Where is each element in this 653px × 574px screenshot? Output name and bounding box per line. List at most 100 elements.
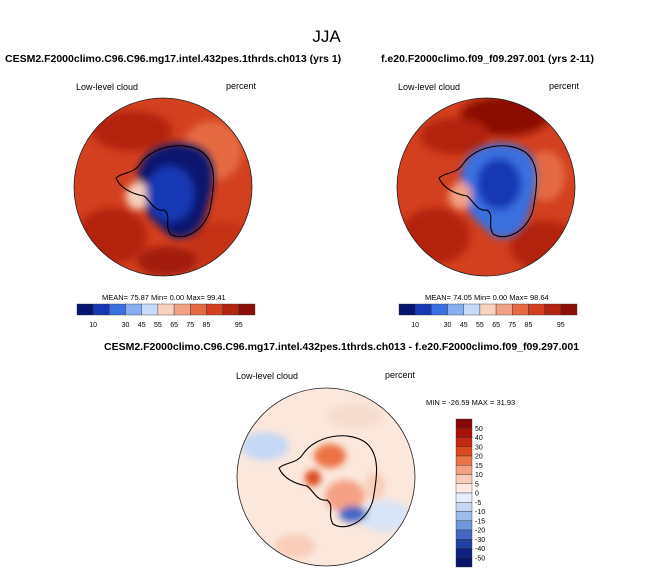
right-max-value: 98.64 [529, 293, 549, 302]
diff-variable-label: Low-level cloud [236, 371, 299, 381]
left-max-label: Max= [186, 293, 205, 302]
left-mean-label: MEAN= [102, 293, 129, 302]
diff-colorbar-box [455, 502, 473, 512]
right-colorbar-tick-label: 30 [444, 322, 452, 329]
diff-colorbar-box [455, 465, 473, 475]
left-colorbar-tick-label: 65 [170, 322, 178, 329]
right-colorbar-box [528, 303, 545, 316]
diff-colorbar-tick-label: -40 [475, 546, 485, 553]
right-colorbar-tick-label: 75 [508, 322, 516, 329]
right-variable-label: Low-level cloud [398, 82, 461, 92]
left-colorbar-tick-label: 45 [138, 322, 146, 329]
left-colorbar-tick-label: 75 [186, 322, 194, 329]
right-colorbar-box [414, 303, 432, 316]
right-colorbar-box [544, 303, 562, 316]
diff-colorbar-tick-label: 0 [475, 491, 479, 498]
diff-colorbar-tick-label: -30 [475, 537, 485, 544]
diff-colorbar-tick-label: 10 [475, 472, 483, 479]
diff-colorbar-box [455, 529, 473, 540]
left-min-value: 0.00 [169, 293, 185, 302]
diff-colorbar-tick-label: 15 [475, 463, 483, 470]
right-colorbar-box [479, 303, 497, 316]
page-title: JJA [312, 27, 341, 46]
diff-colorbar-tick-label: -5 [475, 500, 481, 507]
diff-colorbar-box [455, 474, 473, 484]
diff-colorbar-tick-label: 5 [475, 481, 479, 488]
left-colorbar-box [92, 303, 110, 316]
right-colorbar-box [398, 303, 416, 316]
right-colorbar-box [431, 303, 448, 316]
diff-colorbar-box [455, 539, 473, 549]
diff-colorbar-tick-label: 50 [475, 426, 483, 433]
left-colorbar-box [76, 303, 94, 316]
right-max-label: Max= [509, 293, 528, 302]
left-colorbar-box [222, 303, 240, 316]
diff-colorbar-tick-label: -10 [475, 509, 485, 516]
left-colorbar-tick-label: 30 [122, 322, 130, 329]
diff-colorbar-box [455, 428, 473, 438]
right-antarctic-map [396, 97, 576, 277]
left-mean-value: 75.87 [130, 293, 149, 302]
diff-colorbar-tick-label: -20 [475, 528, 485, 535]
right-colorbar-tick-label: 65 [492, 322, 500, 329]
diff-min-max: MIN = -26.59 MAX = 31.93 [426, 398, 516, 407]
diff-colorbar-tick-label: 30 [475, 444, 483, 451]
diff-colorbar-tick-label: -15 [475, 518, 485, 525]
diff-colorbar-box [455, 548, 473, 558]
left-units-label: percent [226, 81, 257, 91]
diff-colorbar-box [455, 446, 473, 457]
right-colorbar-box [447, 303, 464, 316]
left-colorbar-box [125, 303, 142, 316]
diff-colorbar-tick-label: 20 [475, 454, 483, 461]
left-colorbar-box [141, 303, 159, 316]
diff-units-label: percent [385, 370, 416, 380]
diff-title: CESM2.F2000climo.C96.C96.mg17.intel.432p… [104, 341, 580, 353]
left-variable-label: Low-level cloud [76, 82, 139, 92]
left-colorbar-box [206, 303, 223, 316]
diff-colorbar-box [455, 455, 473, 466]
left-case-title: CESM2.F2000climo.C96.C96.mg17.intel.432p… [5, 53, 342, 65]
diff-colorbar-box [455, 483, 473, 494]
right-min-label: Min= [474, 293, 491, 302]
left-colorbar-box [109, 303, 126, 316]
diff-antarctic-map [236, 387, 416, 567]
right-min-value: 0.00 [492, 293, 508, 302]
right-mean-value: 74.05 [453, 293, 472, 302]
diff-colorbar-box [455, 418, 473, 429]
right-units-label: percent [549, 81, 580, 91]
diff-colorbar-tick-label: 40 [475, 435, 483, 442]
right-colorbar-box [463, 303, 481, 316]
right-colorbar-tick-label: 95 [557, 322, 565, 329]
right-colorbar-tick-label: 55 [476, 322, 484, 329]
diff-colorbar-box [455, 511, 473, 521]
right-mean-label: MEAN= [425, 293, 452, 302]
right-colorbar-tick-label: 10 [411, 322, 419, 329]
right-colorbar: 10 30 45 55 65 75 85 95 [398, 303, 578, 329]
diff-colorbar-box [455, 557, 473, 568]
diff-colorbar-box [455, 437, 473, 447]
left-colorbar-tick-label: 85 [203, 322, 211, 329]
left-stats: MEAN= 75.87 Min= 0.00 Max= 99.41 [102, 293, 226, 302]
left-colorbar-tick-label: 10 [89, 322, 97, 329]
right-stats: MEAN= 74.05 Min= 0.00 Max= 98.64 [425, 293, 549, 302]
left-min-label: Min= [151, 293, 168, 302]
left-colorbar-box [173, 303, 191, 316]
right-case-title: f.e20.F2000climo.f09_f09.297.001 (yrs 2-… [381, 53, 595, 65]
right-colorbar-tick-label: 45 [460, 322, 468, 329]
left-colorbar-box [190, 303, 207, 316]
diff-colorbar-box [455, 492, 473, 503]
left-colorbar-tick-label: 55 [154, 322, 162, 329]
right-colorbar-box [495, 303, 513, 316]
left-colorbar: 10 30 45 55 65 75 85 95 [76, 303, 256, 329]
left-colorbar-tick-label: 95 [235, 322, 243, 329]
left-antarctic-map [73, 97, 253, 277]
diff-colorbar-box [455, 520, 473, 531]
left-max-value: 99.41 [206, 293, 226, 302]
left-colorbar-box [238, 303, 256, 316]
left-colorbar-box [157, 303, 175, 316]
right-colorbar-tick-label: 85 [525, 322, 533, 329]
right-colorbar-box [512, 303, 529, 316]
diff-colorbar-tick-label: -50 [475, 555, 485, 562]
right-colorbar-box [560, 303, 578, 316]
